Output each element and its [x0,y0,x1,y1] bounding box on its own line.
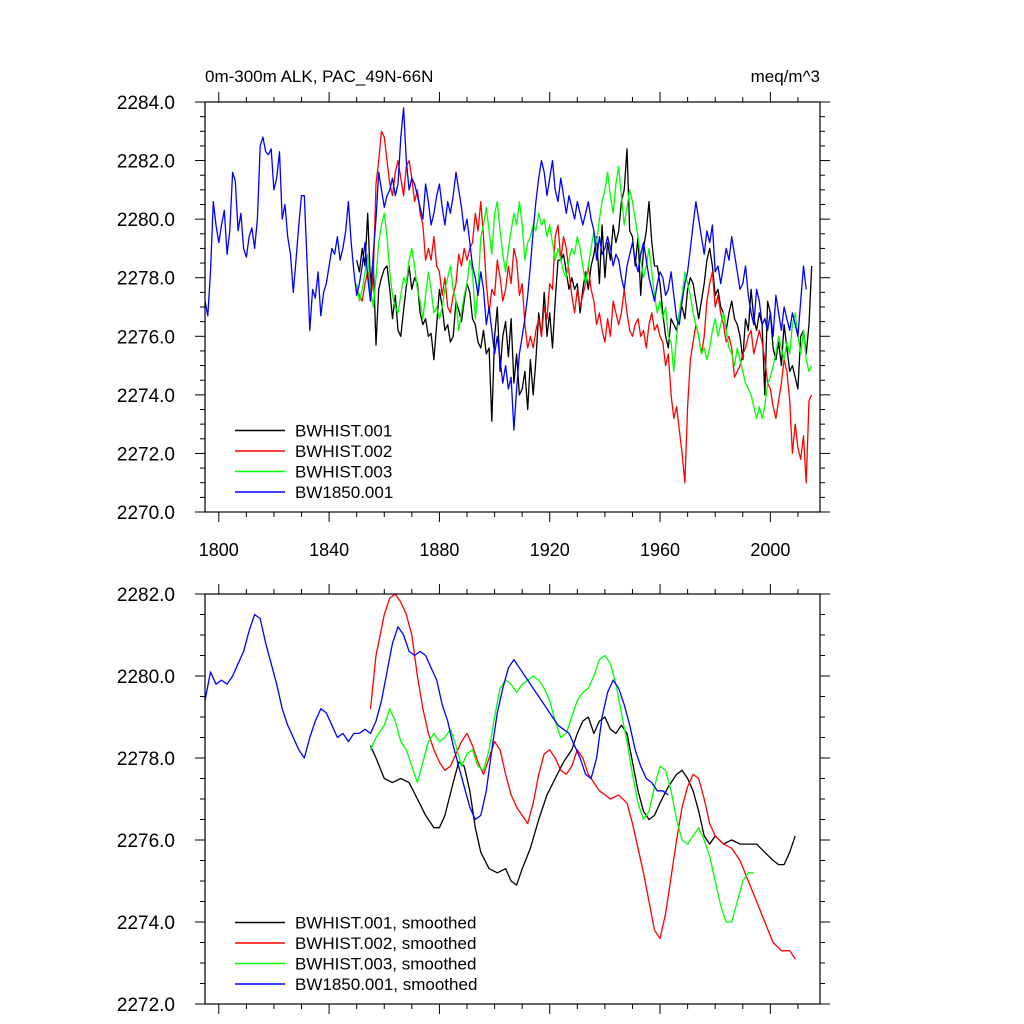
bottom-y-tick-label: 2276.0 [117,831,175,852]
top-y-tick-label: 2274.0 [117,386,175,407]
bottom-y-tick-label: 2280.0 [117,667,175,688]
top-y-tick-label: 2280.0 [117,210,175,231]
top-legend-label-3: BWHIST.003 [295,463,392,482]
top-y-tick-label: 2282.0 [117,152,175,173]
top-x-tick-label: 2000 [750,540,790,560]
bottom-y-tick-label: 2278.0 [117,749,175,770]
chart-title-left: 0m-300m ALK, PAC_49N-66N [205,67,433,86]
top-x-tick-label: 1800 [199,540,239,560]
bottom-series-line-1 [369,716,796,886]
top-y-tick-label: 2278.0 [117,269,175,290]
top-panel: 1800 1840 1880 1920 1960 2000 2270.0 2272.0 2274… [117,92,830,560]
bottom-legend-label-3: BWHIST.003, smoothed [295,955,476,974]
top-series-line-4 [205,107,807,431]
top-y-tick-label: 2284.0 [117,93,175,114]
top-panel-series-group [205,107,813,484]
top-y-tick-label: 2276.0 [117,327,175,348]
top-series-line-3 [356,165,813,419]
top-y-tick-label: 2272.0 [117,444,175,465]
top-y-tick-label: 2270.0 [117,503,175,524]
bottom-panel-series-group [205,594,796,960]
top-x-tick-label: 1840 [309,540,349,560]
bottom-series-line-3 [369,654,754,923]
top-legend-label-4: BW1850.001 [295,483,393,502]
bottom-panel-frame [204,593,821,1005]
top-series-line-2 [356,130,813,484]
bottom-series-line-4 [205,613,669,821]
bottom-series-line-2 [369,594,796,960]
top-legend-label-2: BWHIST.002 [295,442,392,461]
bottom-panel: 2272.0 2274.0 2276.0 2278.0 2280.0 2282.0 BWH… [117,584,830,1016]
bottom-legend-label-4: BW1850.001, smoothed [295,975,477,994]
bottom-y-tick-label: 2272.0 [117,995,175,1016]
top-x-tick-label: 1880 [419,540,459,560]
top-x-tick-label: 1920 [530,540,570,560]
top-panel-frame [204,101,821,513]
bottom-y-tick-label: 2282.0 [117,585,175,606]
bottom-legend-label-1: BWHIST.001, smoothed [295,914,476,933]
top-x-tick-label: 1960 [640,540,680,560]
top-panel-axes: 1800 1840 1880 1920 1960 2000 2270.0 2272.0 2274… [117,92,830,560]
bottom-panel-axes: 2272.0 2274.0 2276.0 2278.0 2280.0 2282.0 [117,584,830,1016]
chart-units-label: meq/m^3 [751,67,820,86]
top-series-line-1 [356,148,813,422]
top-legend-label-1: BWHIST.001 [295,422,392,441]
bottom-legend-label-2: BWHIST.002, smoothed [295,934,476,953]
bottom-y-tick-label: 2274.0 [117,913,175,934]
